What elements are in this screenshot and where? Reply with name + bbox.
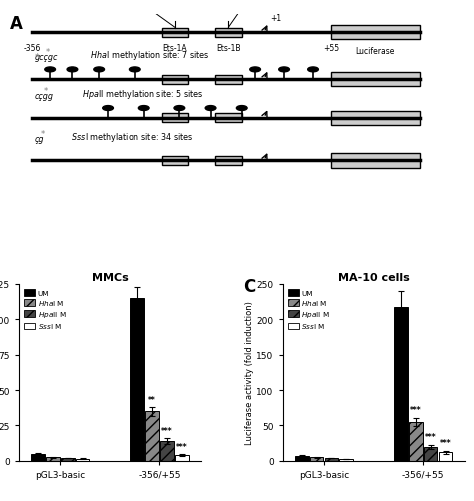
Text: *: * (35, 53, 39, 62)
Text: çg: çg (35, 134, 44, 143)
Circle shape (237, 106, 247, 111)
FancyBboxPatch shape (331, 111, 420, 126)
Text: *: * (40, 129, 45, 138)
Text: $Hpa$II methylation site: 5 sites: $Hpa$II methylation site: 5 sites (77, 88, 203, 101)
Text: ***: *** (410, 405, 421, 414)
Text: $Sss$I methylation site: 34 sites: $Sss$I methylation site: 34 sites (64, 130, 193, 143)
Bar (76, 459, 90, 461)
Circle shape (308, 68, 319, 73)
Text: +55: +55 (323, 44, 339, 53)
Text: C: C (243, 278, 255, 295)
FancyBboxPatch shape (215, 76, 242, 85)
Bar (175, 455, 189, 461)
Bar (46, 457, 60, 461)
Bar (409, 422, 423, 461)
Legend: UM, $Hha$I M, $Hpa$II M, $Sss$I M: UM, $Hha$I M, $Hpa$II M, $Sss$I M (286, 288, 331, 332)
Text: $Hha$I methylation site: 7 sites: $Hha$I methylation site: 7 sites (88, 49, 210, 62)
FancyBboxPatch shape (215, 114, 242, 123)
Bar (295, 456, 309, 461)
Text: gcçgc: gcçgc (35, 53, 58, 62)
Bar (310, 457, 323, 461)
FancyBboxPatch shape (331, 154, 420, 168)
Circle shape (103, 106, 113, 111)
Circle shape (45, 68, 55, 73)
Text: Luciferase: Luciferase (356, 47, 395, 56)
Circle shape (138, 106, 149, 111)
Text: ***: *** (425, 432, 437, 441)
Text: -356: -356 (24, 44, 41, 53)
Circle shape (250, 68, 260, 73)
FancyBboxPatch shape (215, 157, 242, 166)
Title: MA-10 cells: MA-10 cells (337, 272, 410, 282)
Text: ***: *** (440, 438, 451, 447)
Bar (130, 299, 144, 461)
Text: *: * (44, 87, 48, 96)
Circle shape (205, 106, 216, 111)
Bar (160, 441, 174, 461)
FancyBboxPatch shape (215, 29, 242, 38)
FancyBboxPatch shape (162, 29, 188, 38)
Bar (325, 458, 338, 461)
Circle shape (94, 68, 104, 73)
Text: cçgg: cçgg (35, 92, 54, 101)
Bar (424, 447, 438, 461)
Bar (394, 307, 408, 461)
FancyBboxPatch shape (162, 157, 188, 166)
Bar (438, 452, 452, 461)
Text: ***: *** (176, 442, 188, 451)
FancyBboxPatch shape (331, 26, 420, 41)
Bar (339, 459, 353, 461)
Text: **: ** (148, 395, 156, 404)
Text: *: * (45, 48, 49, 57)
Circle shape (279, 68, 290, 73)
Text: +1: +1 (271, 14, 282, 23)
Text: A: A (10, 15, 23, 33)
Title: MMCs: MMCs (91, 272, 128, 282)
Bar (31, 454, 45, 461)
Legend: UM, $Hha$I M, $Hpa$II M, $Sss$I M: UM, $Hha$I M, $Hpa$II M, $Sss$I M (23, 288, 68, 332)
Text: Ets-1A: Ets-1A (163, 44, 187, 53)
Text: Ets-1B: Ets-1B (216, 44, 241, 53)
Circle shape (67, 68, 78, 73)
FancyBboxPatch shape (331, 73, 420, 87)
Bar (61, 458, 74, 461)
Text: ***: *** (161, 426, 173, 435)
Circle shape (174, 106, 185, 111)
FancyBboxPatch shape (162, 76, 188, 85)
FancyBboxPatch shape (162, 114, 188, 123)
Bar (145, 411, 159, 461)
Circle shape (129, 68, 140, 73)
Y-axis label: Luciferase activity (fold induction): Luciferase activity (fold induction) (245, 301, 254, 444)
